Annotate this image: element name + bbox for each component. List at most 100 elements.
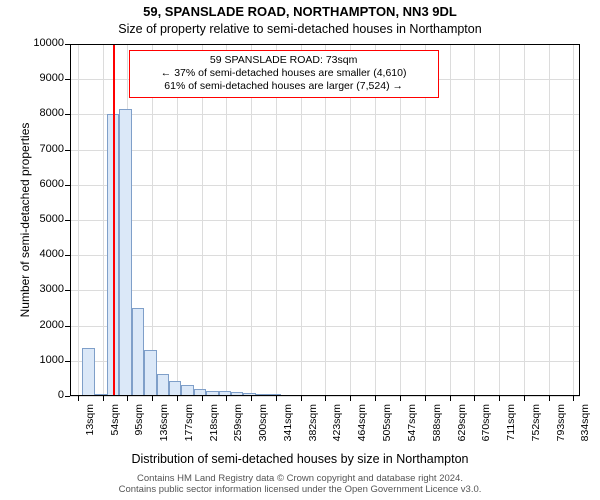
histogram-bar <box>541 395 553 396</box>
x-tick <box>425 396 426 401</box>
histogram-bar <box>157 374 169 396</box>
x-tick-label: 793sqm <box>555 404 567 449</box>
x-tick-label: 464sqm <box>356 404 368 449</box>
y-tick-label: 6000 <box>28 178 64 190</box>
x-tick-label: 588sqm <box>431 404 443 449</box>
callout-line3: 61% of semi-detached houses are larger (… <box>134 80 434 93</box>
callout-line1: 59 SPANSLADE ROAD: 73sqm <box>134 54 434 67</box>
x-tick-label: 382sqm <box>307 404 319 449</box>
x-tick <box>325 396 326 401</box>
x-tick-label: 547sqm <box>406 404 418 449</box>
y-tick <box>65 396 70 397</box>
histogram-bar <box>281 395 293 396</box>
x-gridline <box>474 44 475 396</box>
x-tick <box>226 396 227 401</box>
histogram-bar <box>144 350 156 396</box>
x-tick-label: 54sqm <box>109 404 121 449</box>
histogram-bar <box>95 394 107 396</box>
y-tick <box>65 361 70 362</box>
histogram-bar <box>268 394 280 396</box>
histogram-bar <box>119 109 131 396</box>
y-tick-label: 1000 <box>28 354 64 366</box>
histogram-bar <box>466 395 478 396</box>
histogram-bar <box>417 395 429 396</box>
x-tick <box>301 396 302 401</box>
histogram-bar <box>132 308 144 396</box>
y-tick-label: 4000 <box>28 248 64 260</box>
x-tick-label: 341sqm <box>282 404 294 449</box>
x-tick <box>78 396 79 401</box>
x-tick-label: 177sqm <box>183 404 195 449</box>
x-gridline <box>78 44 79 396</box>
histogram-bar <box>516 395 528 396</box>
x-tick-label: 13sqm <box>84 404 96 449</box>
x-tick <box>202 396 203 401</box>
x-tick-label: 711sqm <box>505 404 517 449</box>
subject-marker-line <box>113 44 115 396</box>
x-tick <box>103 396 104 401</box>
y-tick <box>65 79 70 80</box>
y-tick-label: 2000 <box>28 319 64 331</box>
y-tick <box>65 185 70 186</box>
histogram-bar <box>342 395 354 396</box>
histogram-bar <box>441 395 453 396</box>
histogram-bar <box>367 395 379 396</box>
y-tick-label: 7000 <box>28 143 64 155</box>
histogram-bar <box>528 395 540 396</box>
x-tick-label: 505sqm <box>381 404 393 449</box>
x-gridline <box>450 44 451 396</box>
histogram-bar <box>82 348 94 396</box>
x-tick-label: 136sqm <box>158 404 170 449</box>
histogram-bar <box>479 395 491 396</box>
histogram-bar <box>169 381 181 396</box>
y-tick <box>65 150 70 151</box>
histogram-bar <box>181 385 193 396</box>
x-tick <box>127 396 128 401</box>
histogram-bar <box>355 395 367 396</box>
x-tick-label: 423sqm <box>331 404 343 449</box>
x-gridline <box>524 44 525 396</box>
x-tick <box>177 396 178 401</box>
x-tick <box>549 396 550 401</box>
histogram-bar <box>231 392 243 396</box>
callout-line2: ← 37% of semi-detached houses are smalle… <box>134 67 434 80</box>
y-tick-label: 8000 <box>28 107 64 119</box>
histogram-bar <box>553 395 565 396</box>
histogram-bar <box>219 391 231 396</box>
x-tick <box>499 396 500 401</box>
histogram-bar <box>256 394 268 396</box>
x-tick <box>474 396 475 401</box>
x-tick <box>400 396 401 401</box>
callout-box: 59 SPANSLADE ROAD: 73sqm← 37% of semi-de… <box>129 50 439 98</box>
x-tick <box>350 396 351 401</box>
x-tick <box>152 396 153 401</box>
x-tick-label: 95sqm <box>133 404 145 449</box>
x-gridline <box>573 44 574 396</box>
histogram-bar <box>392 395 404 396</box>
x-tick-label: 629sqm <box>456 404 468 449</box>
chart-container: 59, SPANSLADE ROAD, NORTHAMPTON, NN3 9DL… <box>0 0 600 500</box>
y-tick <box>65 220 70 221</box>
y-tick <box>65 255 70 256</box>
histogram-bar <box>503 395 515 396</box>
x-gridline <box>549 44 550 396</box>
chart-title: 59, SPANSLADE ROAD, NORTHAMPTON, NN3 9DL <box>0 4 600 19</box>
y-tick-label: 0 <box>28 389 64 401</box>
y-tick-label: 5000 <box>28 213 64 225</box>
histogram-bar <box>293 395 305 396</box>
attribution: Contains HM Land Registry data © Crown c… <box>0 474 600 496</box>
histogram-bar <box>243 393 255 396</box>
x-tick-label: 670sqm <box>480 404 492 449</box>
histogram-bar <box>404 395 416 396</box>
y-tick-label: 10000 <box>28 37 64 49</box>
histogram-bar <box>454 395 466 396</box>
y-tick-label: 3000 <box>28 283 64 295</box>
histogram-bar <box>206 391 218 396</box>
x-axis-label: Distribution of semi-detached houses by … <box>0 452 600 466</box>
x-tick <box>573 396 574 401</box>
x-tick-label: 218sqm <box>208 404 220 449</box>
histogram-bar <box>491 395 503 396</box>
y-tick <box>65 44 70 45</box>
histogram-bar <box>318 395 330 396</box>
attribution-line2: Contains public sector information licen… <box>0 485 600 496</box>
